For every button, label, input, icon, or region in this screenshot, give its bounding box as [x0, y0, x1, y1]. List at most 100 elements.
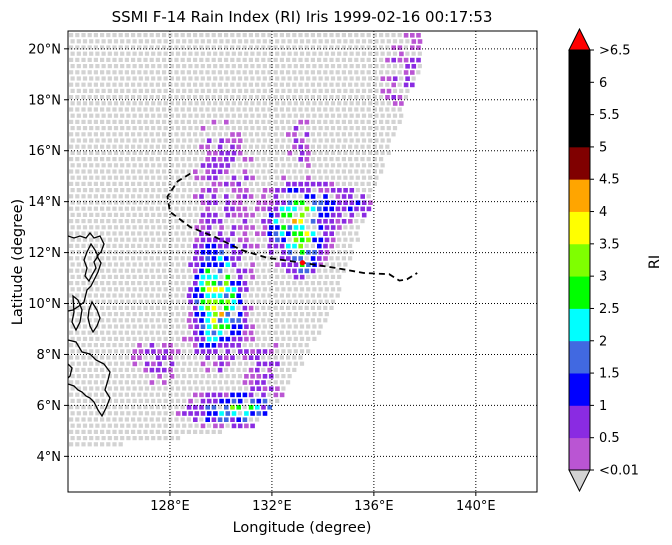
swath-pixel — [217, 305, 222, 310]
swath-pixel — [261, 95, 266, 100]
swath-pixel — [180, 243, 185, 248]
swath-pixel — [372, 107, 377, 112]
swath-pixel — [361, 126, 367, 131]
swath-pixel — [81, 305, 86, 310]
swath-pixel — [75, 144, 80, 149]
swath-pixel — [93, 57, 98, 62]
swath-pixel — [157, 386, 162, 391]
swath-pixel — [131, 417, 136, 422]
swath-pixel — [149, 231, 154, 236]
swath-pixel — [174, 219, 179, 224]
swath-pixel — [107, 88, 112, 93]
swath-pixel — [292, 82, 297, 87]
swath-pixel — [306, 299, 311, 304]
swath-pixel — [199, 367, 204, 372]
rain-pixel — [231, 287, 237, 292]
swath-pixel — [341, 132, 346, 137]
swath-pixel — [169, 175, 174, 180]
swath-pixel — [299, 287, 305, 292]
rain-pixel — [256, 349, 262, 354]
swath-pixel — [306, 274, 311, 279]
swath-pixel — [82, 150, 88, 155]
swath-pixel — [186, 45, 191, 50]
swath-pixel — [87, 442, 92, 447]
swath-pixel — [268, 274, 274, 279]
rain-pixel — [262, 349, 268, 354]
swath-pixel — [144, 386, 150, 391]
rain-pixel — [324, 188, 330, 193]
swath-pixel — [193, 70, 198, 75]
rain-pixel — [217, 181, 223, 187]
swath-pixel — [69, 268, 74, 273]
swath-pixel — [273, 181, 278, 186]
swath-pixel — [138, 138, 143, 143]
swath-pixel — [137, 293, 142, 298]
swath-pixel — [100, 231, 105, 236]
swath-pixel — [225, 175, 230, 180]
swath-pixel — [273, 144, 278, 149]
swath-pixel — [230, 367, 235, 372]
swath-pixel — [112, 243, 117, 248]
rain-pixel — [261, 380, 266, 385]
swath-pixel — [118, 355, 123, 360]
colorbar-tick-label: >6.5 — [599, 44, 631, 59]
rain-pixel — [298, 256, 303, 261]
swath-pixel — [132, 225, 137, 230]
swath-pixel — [100, 268, 105, 273]
swath-pixel — [242, 119, 247, 124]
swath-pixel — [174, 119, 179, 124]
swath-pixel — [281, 374, 286, 379]
swath-pixel — [188, 349, 193, 354]
rain-pixel — [194, 312, 200, 317]
swath-pixel — [118, 243, 123, 248]
swath-pixel — [281, 88, 286, 93]
swath-pixel — [100, 45, 105, 50]
swath-pixel — [306, 39, 311, 44]
storm-position-marker — [299, 260, 306, 266]
swath-pixel — [126, 175, 131, 180]
swath-pixel — [143, 57, 148, 62]
swath-pixel — [175, 324, 181, 329]
swath-pixel — [206, 76, 212, 81]
swath-pixel — [69, 119, 74, 124]
swath-pixel — [329, 169, 334, 174]
swath-pixel — [292, 194, 297, 199]
swath-pixel — [186, 107, 191, 112]
rain-pixel — [256, 361, 262, 367]
rain-pixel — [224, 293, 229, 298]
swath-pixel — [137, 194, 142, 199]
swath-pixel — [131, 256, 136, 261]
swath-pixel — [100, 206, 105, 211]
swath-pixel — [182, 212, 187, 217]
swath-pixel — [180, 144, 185, 149]
swath-pixel — [186, 82, 191, 87]
swath-pixel — [138, 150, 143, 155]
swath-pixel — [385, 33, 390, 38]
swath-pixel — [391, 119, 396, 124]
swath-pixel — [107, 76, 112, 81]
swath-pixel — [186, 392, 191, 397]
swath-pixel — [186, 206, 191, 211]
swath-pixel — [113, 225, 119, 230]
swath-pixel — [82, 175, 88, 180]
swath-pixel — [89, 113, 94, 118]
swath-pixel — [217, 107, 222, 112]
coastline-mindanao-inner — [68, 363, 73, 379]
swath-pixel — [299, 76, 305, 81]
swath-pixel — [211, 380, 216, 385]
swath-pixel — [310, 82, 315, 87]
swath-pixel — [236, 119, 241, 124]
swath-pixel — [293, 175, 298, 180]
rain-pixel — [237, 138, 243, 143]
swath-pixel — [267, 318, 272, 323]
swath-pixel — [87, 429, 92, 434]
swath-pixel — [194, 361, 199, 366]
swath-pixel — [93, 442, 98, 447]
rain-pixel — [298, 144, 303, 150]
swath-pixel — [182, 163, 187, 168]
rain-pixel — [386, 88, 392, 94]
swath-pixel — [341, 33, 346, 38]
swath-pixel — [267, 169, 272, 174]
swath-pixel — [120, 349, 125, 354]
rain-pixel — [343, 188, 348, 193]
